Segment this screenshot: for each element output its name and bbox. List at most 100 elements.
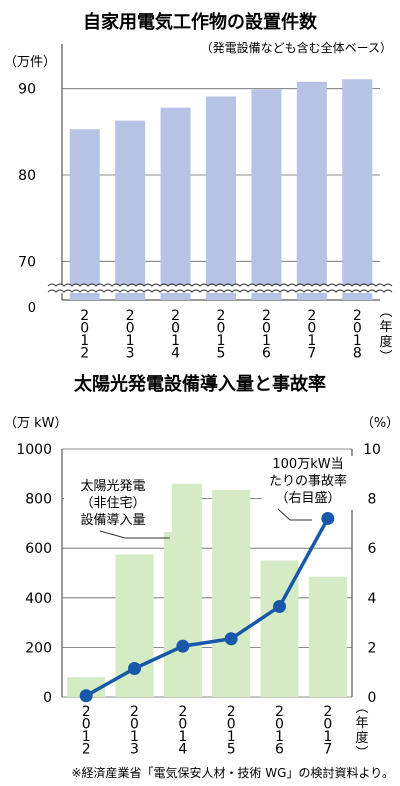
chart2-line-label: たりの事故率 [269, 473, 347, 489]
chart1-x-tick-char: 2 [262, 308, 271, 324]
chart2-x-tick-char: 6 [275, 742, 284, 758]
chart1-y-tick: 70 [18, 254, 36, 270]
chart1-x-tick-char: 5 [217, 346, 226, 362]
chart1-x-tick-char: 4 [171, 346, 180, 362]
chart2-x-unit-char: 度 [355, 730, 368, 746]
chart2-line-label-bg [262, 456, 354, 510]
chart1-x-tick-char: 2 [171, 308, 180, 324]
chart1-bars [69, 79, 373, 301]
chart1-x-tick-char: 0 [217, 321, 226, 337]
chart1-y-tick: 80 [18, 168, 36, 184]
chart2-x-tick-char: 2 [82, 704, 91, 720]
chart1-break-line [47, 283, 393, 287]
chart2-right-unit: （%） [361, 416, 399, 431]
chart1-x-tick-char: 1 [353, 333, 362, 349]
chart1-bar [160, 107, 191, 300]
chart2-right-tick: 2 [368, 640, 377, 656]
chart2-x-unit-char: 年 [355, 716, 368, 731]
chart1-x-tick-char: 2 [307, 308, 316, 324]
chart2-x-tick-char: 3 [130, 742, 139, 758]
chart2-x-tick-char: 2 [275, 704, 284, 720]
chart2-point [321, 511, 335, 525]
chart1-x-unit: ︵年度︶ [379, 305, 392, 365]
chart1-bar [251, 89, 282, 300]
chart2-x-tick-char: 4 [178, 742, 187, 758]
chart2-x-tick-char: 1 [130, 729, 139, 745]
chart1-axis-break [47, 283, 393, 293]
chart2-point [224, 632, 238, 646]
chart2-point [176, 639, 190, 653]
footnote: ※経済産業省「電気保安人材・技術 WG」の検討資料より。 [71, 765, 394, 780]
chart1-x-tick-char: 2 [353, 308, 362, 324]
chart1-x-tick-char: 0 [262, 321, 271, 337]
chart1-x-tick-char: 3 [126, 346, 135, 362]
chart2-x-tick-char: 2 [227, 704, 236, 720]
chart2-bar-leader [99, 530, 170, 539]
chart1-bar [69, 129, 100, 300]
chart2-x-tick-char: 0 [323, 717, 332, 733]
chart2-left-tick: 1000 [16, 442, 52, 458]
chart1-x-tick-char: 1 [217, 333, 226, 349]
chart1-break-band [48, 285, 384, 293]
chart1-subtitle: （発電設備なども含む全体ベース） [201, 40, 392, 55]
chart1-x-unit-char: 度 [379, 334, 392, 350]
chart2-left-unit: （万 kW） [4, 416, 68, 431]
chart2-bar-label: （非住宅） [80, 496, 145, 511]
chart2-x-unit-char: ︶ [355, 746, 368, 761]
chart1-bar [296, 81, 327, 301]
chart2-x-tick-char: 0 [82, 717, 91, 733]
chart2-left-tick: 800 [25, 492, 52, 508]
chart2-x-tick-char: 2 [130, 704, 139, 720]
chart1-y-tick: 90 [18, 82, 36, 98]
chart1-x-tick-char: 8 [353, 346, 362, 362]
chart1-bar [206, 96, 236, 300]
chart2-x-tick-char: 0 [130, 717, 139, 733]
chart2-right-tick: 0 [368, 690, 377, 706]
chart2-left-tick: 400 [25, 591, 52, 607]
chart2-x-unit-char: ︵ [355, 701, 368, 716]
chart2-left-tick-labels: 0 200 400 600 800 1000 [16, 442, 52, 706]
chart2-x-tick-char: 2 [82, 742, 91, 758]
chart2-bar-label: 設備導入量 [80, 512, 145, 528]
chart1-zero-label: 0 [28, 301, 36, 316]
chart1-x-tick-char: 0 [126, 321, 135, 337]
chart2-x-tick-char: 5 [227, 742, 236, 758]
chart2-x-tick-char: 0 [275, 717, 284, 733]
chart2-x-tick-char: 1 [323, 729, 332, 745]
chart2-x-tick-char: 1 [227, 729, 236, 745]
chart1-x-tick-char: 1 [126, 333, 135, 349]
chart2-x-tick-char: 1 [275, 729, 284, 745]
chart2-line-label: 100万kW当 [272, 457, 343, 472]
chart2-line-label: （右目盛） [275, 491, 340, 506]
chart1-x-unit-char: ︶ [379, 350, 392, 365]
chart2-line [79, 511, 335, 703]
chart1-x-tick-char: 0 [171, 321, 180, 337]
chart1-x-tick-char: 1 [80, 333, 89, 349]
chart1-x-unit-char: 年 [379, 320, 392, 335]
chart2-title: 太陽光発電設備導入量と事故率 [74, 373, 326, 395]
chart1-x-tick-char: 2 [126, 308, 135, 324]
chart2-line-leader [277, 508, 312, 521]
chart2-x-tick-char: 2 [323, 704, 332, 720]
chart2-x-tick-char: 0 [178, 717, 187, 733]
chart1-x-tick-char: 1 [262, 333, 271, 349]
chart2-right-tick: 10 [363, 442, 381, 458]
chart1-x-tick-char: 2 [80, 346, 89, 362]
chart2-point [128, 661, 141, 675]
chart1-bar [115, 120, 146, 300]
chart2-x-tick-char: 1 [178, 729, 187, 745]
chart1-y-tick-labels: 70 80 90 [18, 82, 36, 271]
chart1-x-tick-char: 2 [80, 308, 89, 324]
